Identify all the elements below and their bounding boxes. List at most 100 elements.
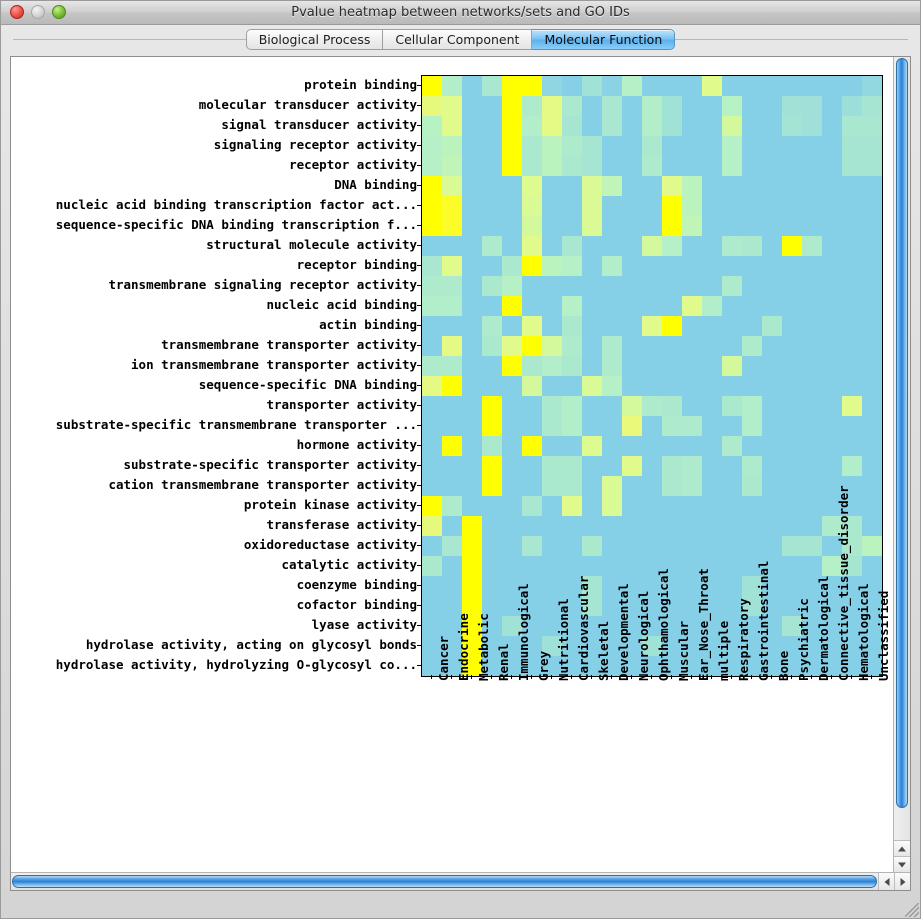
- heatmap-cell[interactable]: [762, 476, 782, 496]
- heatmap-cell[interactable]: [762, 276, 782, 296]
- heatmap-cell[interactable]: [562, 656, 582, 676]
- heatmap-cell[interactable]: [762, 196, 782, 216]
- heatmap-cell[interactable]: [522, 276, 542, 296]
- heatmap-cell[interactable]: [802, 656, 822, 676]
- heatmap-cell[interactable]: [482, 476, 502, 496]
- heatmap-cell[interactable]: [682, 596, 702, 616]
- heatmap-cell[interactable]: [502, 436, 522, 456]
- heatmap-cell[interactable]: [582, 136, 602, 156]
- heatmap-cell[interactable]: [842, 296, 862, 316]
- heatmap-cell[interactable]: [562, 96, 582, 116]
- heatmap-cell[interactable]: [422, 336, 442, 356]
- heatmap-cell[interactable]: [542, 136, 562, 156]
- heatmap-cell[interactable]: [742, 176, 762, 196]
- heatmap-cell[interactable]: [422, 596, 442, 616]
- heatmap-cell[interactable]: [642, 216, 662, 236]
- heatmap-cell[interactable]: [562, 296, 582, 316]
- heatmap-cell[interactable]: [782, 316, 802, 336]
- heatmap-cell[interactable]: [782, 476, 802, 496]
- zoom-button[interactable]: [52, 5, 66, 19]
- heatmap-cell[interactable]: [822, 316, 842, 336]
- heatmap-cell[interactable]: [502, 196, 522, 216]
- heatmap-cell[interactable]: [702, 336, 722, 356]
- heatmap-cell[interactable]: [662, 556, 682, 576]
- heatmap-cell[interactable]: [442, 116, 462, 136]
- heatmap-cell[interactable]: [622, 136, 642, 156]
- heatmap-cell[interactable]: [422, 256, 442, 276]
- heatmap-cell[interactable]: [682, 76, 702, 96]
- heatmap-cell[interactable]: [682, 276, 702, 296]
- heatmap-cell[interactable]: [462, 496, 482, 516]
- heatmap-cell[interactable]: [482, 276, 502, 296]
- heatmap-cell[interactable]: [642, 596, 662, 616]
- heatmap-cell[interactable]: [462, 196, 482, 216]
- heatmap-cell[interactable]: [642, 136, 662, 156]
- heatmap-cell[interactable]: [482, 496, 502, 516]
- heatmap-cell[interactable]: [822, 376, 842, 396]
- heatmap-cell[interactable]: [662, 96, 682, 116]
- heatmap-cell[interactable]: [782, 236, 802, 256]
- minimize-button[interactable]: [31, 5, 45, 19]
- heatmap-cell[interactable]: [722, 176, 742, 196]
- heatmap-cell[interactable]: [662, 376, 682, 396]
- heatmap-cell[interactable]: [662, 116, 682, 136]
- heatmap-cell[interactable]: [462, 276, 482, 296]
- heatmap-cell[interactable]: [622, 296, 642, 316]
- heatmap-cell[interactable]: [442, 456, 462, 476]
- heatmap-cell[interactable]: [442, 156, 462, 176]
- heatmap-cell[interactable]: [522, 116, 542, 136]
- vertical-scrollbar-track[interactable]: [894, 809, 910, 840]
- heatmap-cell[interactable]: [742, 456, 762, 476]
- heatmap-cell[interactable]: [462, 656, 482, 676]
- heatmap-cell[interactable]: [602, 476, 622, 496]
- heatmap-cell[interactable]: [862, 156, 882, 176]
- heatmap-cell[interactable]: [462, 216, 482, 236]
- heatmap-cell[interactable]: [482, 516, 502, 536]
- heatmap-cell[interactable]: [562, 216, 582, 236]
- heatmap-cell[interactable]: [422, 116, 442, 136]
- heatmap-cell[interactable]: [762, 176, 782, 196]
- heatmap-cell[interactable]: [442, 576, 462, 596]
- heatmap-cell[interactable]: [422, 396, 442, 416]
- heatmap-cell[interactable]: [662, 416, 682, 436]
- heatmap-cell[interactable]: [662, 276, 682, 296]
- heatmap-cell[interactable]: [622, 376, 642, 396]
- heatmap-cell[interactable]: [542, 76, 562, 96]
- heatmap-cell[interactable]: [542, 536, 562, 556]
- heatmap-cell[interactable]: [482, 196, 502, 216]
- heatmap-cell[interactable]: [522, 96, 542, 116]
- heatmap-cell[interactable]: [502, 476, 522, 496]
- heatmap-cell[interactable]: [742, 256, 762, 276]
- heatmap-cell[interactable]: [822, 556, 842, 576]
- heatmap-cell[interactable]: [682, 196, 702, 216]
- heatmap-cell[interactable]: [582, 216, 602, 236]
- heatmap-cell[interactable]: [542, 236, 562, 256]
- heatmap-cell[interactable]: [682, 476, 702, 496]
- heatmap-cell[interactable]: [462, 236, 482, 256]
- heatmap-cell[interactable]: [702, 176, 722, 196]
- heatmap-cell[interactable]: [762, 436, 782, 456]
- heatmap-cell[interactable]: [742, 476, 762, 496]
- heatmap-cell[interactable]: [482, 596, 502, 616]
- heatmap-cell[interactable]: [742, 576, 762, 596]
- heatmap-cell[interactable]: [842, 636, 862, 656]
- heatmap-cell[interactable]: [682, 336, 702, 356]
- heatmap-cell[interactable]: [442, 296, 462, 316]
- heatmap-cell[interactable]: [802, 436, 822, 456]
- heatmap-cell[interactable]: [442, 216, 462, 236]
- heatmap-cell[interactable]: [422, 516, 442, 536]
- heatmap-cell[interactable]: [622, 516, 642, 536]
- heatmap-cell[interactable]: [722, 256, 742, 276]
- heatmap-cell[interactable]: [722, 476, 742, 496]
- heatmap-cell[interactable]: [622, 436, 642, 456]
- heatmap-cell[interactable]: [462, 536, 482, 556]
- heatmap-cell[interactable]: [442, 256, 462, 276]
- heatmap-cell[interactable]: [422, 496, 442, 516]
- heatmap-cell[interactable]: [442, 136, 462, 156]
- heatmap-cell[interactable]: [722, 436, 742, 456]
- close-button[interactable]: [10, 5, 24, 19]
- heatmap-cell[interactable]: [602, 176, 622, 196]
- heatmap-cell[interactable]: [502, 356, 522, 376]
- resize-grip-icon[interactable]: [905, 903, 919, 917]
- heatmap-cell[interactable]: [442, 396, 462, 416]
